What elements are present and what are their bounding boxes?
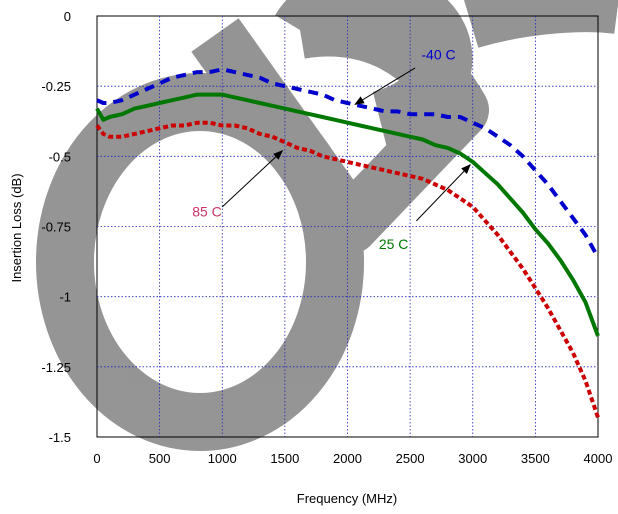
annotation-arrow [354, 67, 416, 105]
annotation-arrow [221, 150, 284, 208]
x-tick-label: 3000 [458, 451, 487, 466]
x-tick-label: 3500 [521, 451, 550, 466]
series-label: 85 C [192, 204, 222, 220]
x-tick-label: 500 [149, 451, 171, 466]
x-tick-label: 2000 [333, 451, 362, 466]
series-line-neg40c [96, 67, 600, 259]
y-tick-label: -0.25 [41, 79, 71, 94]
x-tick-label: 1000 [208, 451, 237, 466]
series-label: -40 C [421, 47, 455, 63]
x-tick-label: 0 [93, 451, 100, 466]
x-axis-label: Frequency (MHz) [297, 491, 397, 506]
y-tick-label: -1.25 [41, 360, 71, 375]
series-label: 25 C [379, 236, 409, 252]
y-tick-label: -0.5 [49, 149, 71, 164]
x-tick-label: 2500 [396, 451, 425, 466]
annotation-arrow [416, 164, 471, 222]
y-axis-label: Insertion Loss (dB) [9, 173, 24, 282]
x-tick-label: 1500 [270, 451, 299, 466]
y-tick-label: -1.5 [49, 430, 71, 445]
x-tick-label: 4000 [584, 451, 613, 466]
plot-area: 0 500 1000 1500 2000 2500 3000 3500 4000 0 -0.25 -0… [41, 9, 612, 466]
series-line-25c [95, 92, 600, 337]
y-tick-label: -1 [59, 290, 71, 305]
watermark [36, 0, 618, 451]
series-line-85c [95, 120, 600, 419]
y-tick-label: -0.75 [41, 220, 71, 235]
y-tick-label: 0 [64, 9, 71, 24]
